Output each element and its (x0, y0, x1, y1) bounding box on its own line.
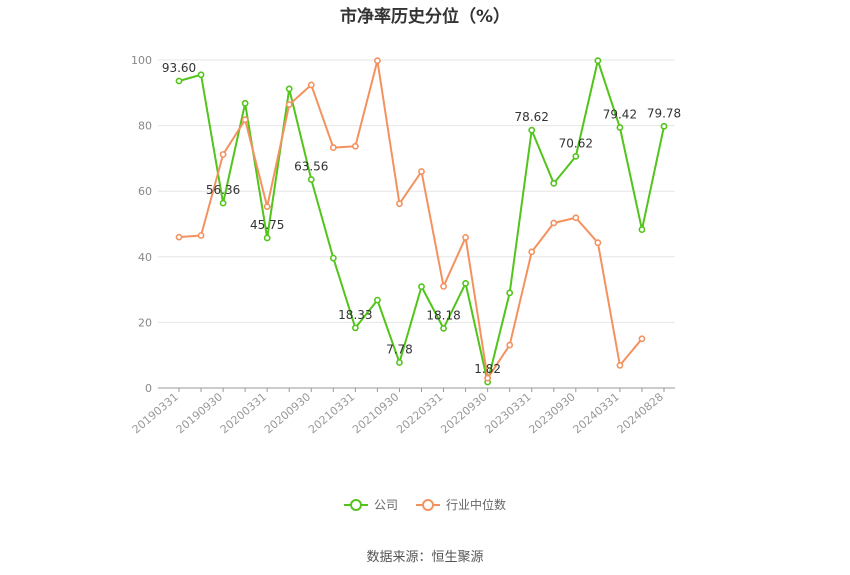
series-line-1 (178, 59, 643, 380)
data-label: 1.82 (474, 362, 501, 376)
y-tick-label: 0 (145, 382, 152, 395)
series-0-point (307, 176, 315, 183)
series-1-point (572, 214, 580, 222)
legend-label-industry-median: 行业中位数 (446, 498, 507, 512)
data-label: 79.42 (603, 108, 637, 122)
y-tick-label: 80 (138, 120, 152, 133)
legend-swatch-company (343, 498, 368, 511)
series-1-point (285, 101, 293, 109)
x-tick-label: 20230331 (482, 390, 533, 436)
series-0-point (351, 324, 359, 332)
y-tick-label: 40 (138, 251, 152, 264)
series-1-point (528, 248, 536, 256)
data-label: 56.36 (206, 183, 240, 197)
data-label: 79.78 (647, 106, 681, 120)
series-1-point (506, 341, 514, 349)
legend-swatch-industry-median (416, 498, 440, 511)
series-0-point (528, 126, 536, 134)
series-1-point (374, 57, 381, 65)
data-label: 63.56 (294, 160, 328, 174)
series-0-point (197, 71, 205, 79)
series-0-point (175, 77, 183, 85)
y-tick-label: 100 (131, 54, 152, 67)
series-0-point (329, 254, 337, 262)
legend-item-company[interactable]: 公司 (343, 496, 398, 513)
series-1-point (638, 335, 646, 343)
series-1-point (329, 144, 337, 151)
series-1-point (219, 151, 227, 158)
legend-label-company: 公司 (373, 498, 398, 512)
data-source: 数据来源：恒生聚源 (366, 550, 484, 565)
series-1-point (550, 219, 558, 227)
series-1-point (484, 374, 492, 382)
series-0-point (396, 359, 403, 366)
series-0-point (638, 226, 646, 233)
series-0-point (660, 122, 668, 130)
series-0-point (263, 234, 271, 242)
x-tick-label: 20190331 (130, 390, 181, 436)
x-tick-label: 20220930 (438, 390, 489, 436)
series-0-point (374, 296, 381, 304)
data-label: 18.33 (338, 308, 372, 322)
series-1-point (616, 361, 624, 369)
series-1-point (263, 203, 271, 211)
series-0-point (462, 279, 469, 287)
series-0-point (418, 283, 425, 291)
series-1-point (351, 142, 359, 150)
x-tick-label: 20220331 (394, 390, 445, 436)
series-1-point (418, 168, 425, 175)
series-1-point (396, 200, 403, 208)
series-1-point (241, 116, 249, 124)
legend-item-industry-median[interactable]: 行业中位数 (416, 496, 506, 513)
series-0-point (616, 124, 624, 131)
x-tick-label: 20240331 (571, 390, 622, 436)
series (175, 57, 668, 386)
legend: 公司 行业中位数 (0, 496, 850, 513)
series-0-point (572, 152, 580, 160)
series-1-point (175, 233, 183, 241)
data-label: 7.78 (386, 342, 413, 356)
x-tick-label: 20200930 (262, 390, 313, 436)
series-1-point (197, 232, 205, 239)
series-1-point (307, 81, 315, 89)
x-tick-label: 20230930 (526, 390, 577, 436)
gridlines (158, 59, 675, 323)
data-label: 18.18 (426, 308, 460, 322)
series-1-point (462, 234, 469, 241)
axes: 0 20 40 60 80 100 2019033120190930202003312020… (130, 54, 675, 436)
series-0-point (219, 199, 227, 207)
data-label: 45.75 (250, 218, 284, 232)
x-tick-label: 20200331 (218, 390, 269, 436)
series-0-point (241, 99, 249, 107)
series-0-point (440, 324, 447, 332)
data-label: 70.62 (559, 136, 593, 150)
data-label: 78.62 (515, 110, 549, 124)
data-label: 93.60 (162, 61, 196, 75)
series-0-point (550, 179, 558, 187)
series-0-point (594, 57, 602, 65)
data-labels: 93.60 56.36 45.75 63.56 18.33 7.78 18.18 1.82 78… (162, 61, 681, 376)
chart-title: 市净率历史分位（%） (339, 7, 511, 27)
series-1-point (440, 282, 447, 290)
x-tick-label: 20210331 (306, 390, 357, 436)
x-tick-label: 20190930 (174, 390, 225, 436)
x-tick-label: 20210930 (350, 390, 401, 436)
series-0-point (506, 289, 514, 297)
y-tick-label: 60 (138, 185, 152, 198)
x-tick-label: 20240828 (615, 390, 666, 436)
series-1-point (594, 239, 602, 247)
series-0-point (285, 85, 293, 93)
y-tick-label: 20 (138, 316, 152, 329)
